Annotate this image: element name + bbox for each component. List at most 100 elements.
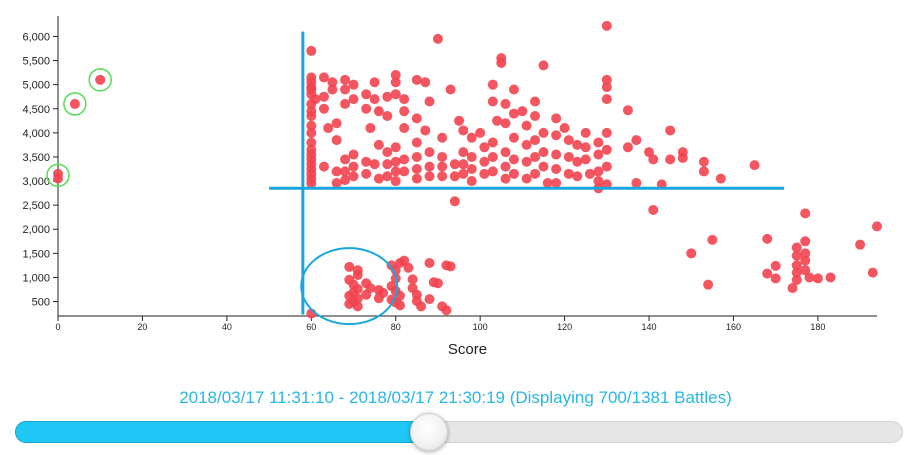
data-point [390, 70, 401, 81]
data-point [441, 305, 452, 316]
x-axis-ticks: 0 20 40 60 80 100 120 140 160 180 [55, 316, 825, 332]
data-point [340, 166, 351, 177]
y-tick-label: 3,500 [22, 152, 50, 164]
data-point [340, 175, 351, 186]
data-point [445, 84, 456, 95]
data-point [521, 173, 532, 184]
data-point [382, 91, 393, 102]
data-point [749, 160, 760, 171]
data-point [791, 274, 802, 285]
data-point [631, 177, 642, 188]
data-point [601, 20, 612, 31]
data-point [698, 156, 709, 167]
data-point [800, 265, 811, 276]
data-point [416, 301, 427, 312]
data-point [318, 103, 329, 114]
data-point [508, 132, 519, 143]
data-point [327, 84, 338, 95]
data-point [707, 234, 718, 245]
battle-range-slider[interactable] [15, 413, 903, 451]
data-point [365, 123, 376, 134]
x-tick-label: 80 [391, 322, 401, 332]
data-point [373, 106, 384, 117]
y-tick-label: 3,000 [22, 176, 50, 188]
data-point [424, 171, 435, 182]
data-point [855, 239, 866, 250]
data-point [487, 151, 498, 162]
data-point [703, 279, 714, 290]
data-point [500, 161, 511, 172]
data-point [563, 151, 574, 162]
data-point [563, 135, 574, 146]
data-point [437, 161, 448, 172]
data-point [390, 89, 401, 100]
data-point [872, 221, 882, 232]
y-tick-label: 6,000 [22, 31, 50, 43]
data-point [500, 147, 511, 158]
data-point [390, 156, 401, 167]
data-point [306, 82, 317, 93]
x-tick-label: 120 [557, 322, 572, 332]
data-point [601, 161, 612, 172]
data-point [310, 94, 321, 105]
data-point [458, 159, 469, 170]
data-point [327, 77, 338, 88]
y-tick-label: 4,000 [22, 128, 50, 140]
data-point [411, 137, 422, 148]
data-point [323, 123, 334, 134]
data-point [382, 171, 393, 182]
data-point [800, 248, 811, 259]
data-point [318, 161, 329, 172]
data-point [411, 164, 422, 174]
data-point [517, 106, 528, 117]
data-point [496, 57, 507, 68]
data-point [458, 125, 469, 136]
data-point [538, 161, 549, 172]
data-point [867, 267, 878, 278]
data-point [437, 132, 448, 143]
data-point [449, 196, 460, 207]
slider-thumb[interactable] [410, 413, 448, 451]
data-point [445, 261, 456, 272]
data-point [804, 272, 815, 283]
data-point [500, 173, 511, 184]
data-point [306, 137, 317, 148]
data-point [800, 236, 811, 247]
x-tick-label: 160 [726, 322, 741, 332]
data-point [390, 142, 401, 153]
data-point [424, 147, 435, 158]
data-point [791, 260, 802, 271]
data-point [698, 166, 709, 177]
data-point [665, 125, 676, 136]
data-point [352, 301, 363, 312]
data-point [449, 171, 460, 182]
data-point [95, 74, 106, 85]
data-point [572, 171, 583, 182]
data-point [770, 260, 781, 271]
data-point [344, 298, 355, 309]
data-point [521, 120, 532, 131]
data-point [762, 233, 773, 244]
data-point [369, 159, 380, 170]
data-point [530, 151, 541, 162]
data-point [403, 262, 414, 273]
data-point [466, 164, 477, 174]
data-point [715, 173, 726, 184]
data-point [563, 168, 574, 179]
data-point [479, 168, 490, 179]
data-point [318, 72, 329, 83]
data-point [800, 208, 811, 219]
data-point [432, 278, 443, 289]
slider-fill [15, 421, 429, 443]
data-point [593, 149, 604, 160]
y-tick-label: 2,000 [22, 224, 50, 236]
data-point [538, 147, 549, 158]
data-point [487, 137, 498, 148]
data-point [648, 204, 659, 215]
data-point [382, 110, 393, 121]
data-point [487, 79, 498, 90]
data-point [69, 98, 80, 109]
data-point [454, 115, 465, 126]
data-point [648, 154, 659, 165]
data-point [466, 132, 477, 143]
